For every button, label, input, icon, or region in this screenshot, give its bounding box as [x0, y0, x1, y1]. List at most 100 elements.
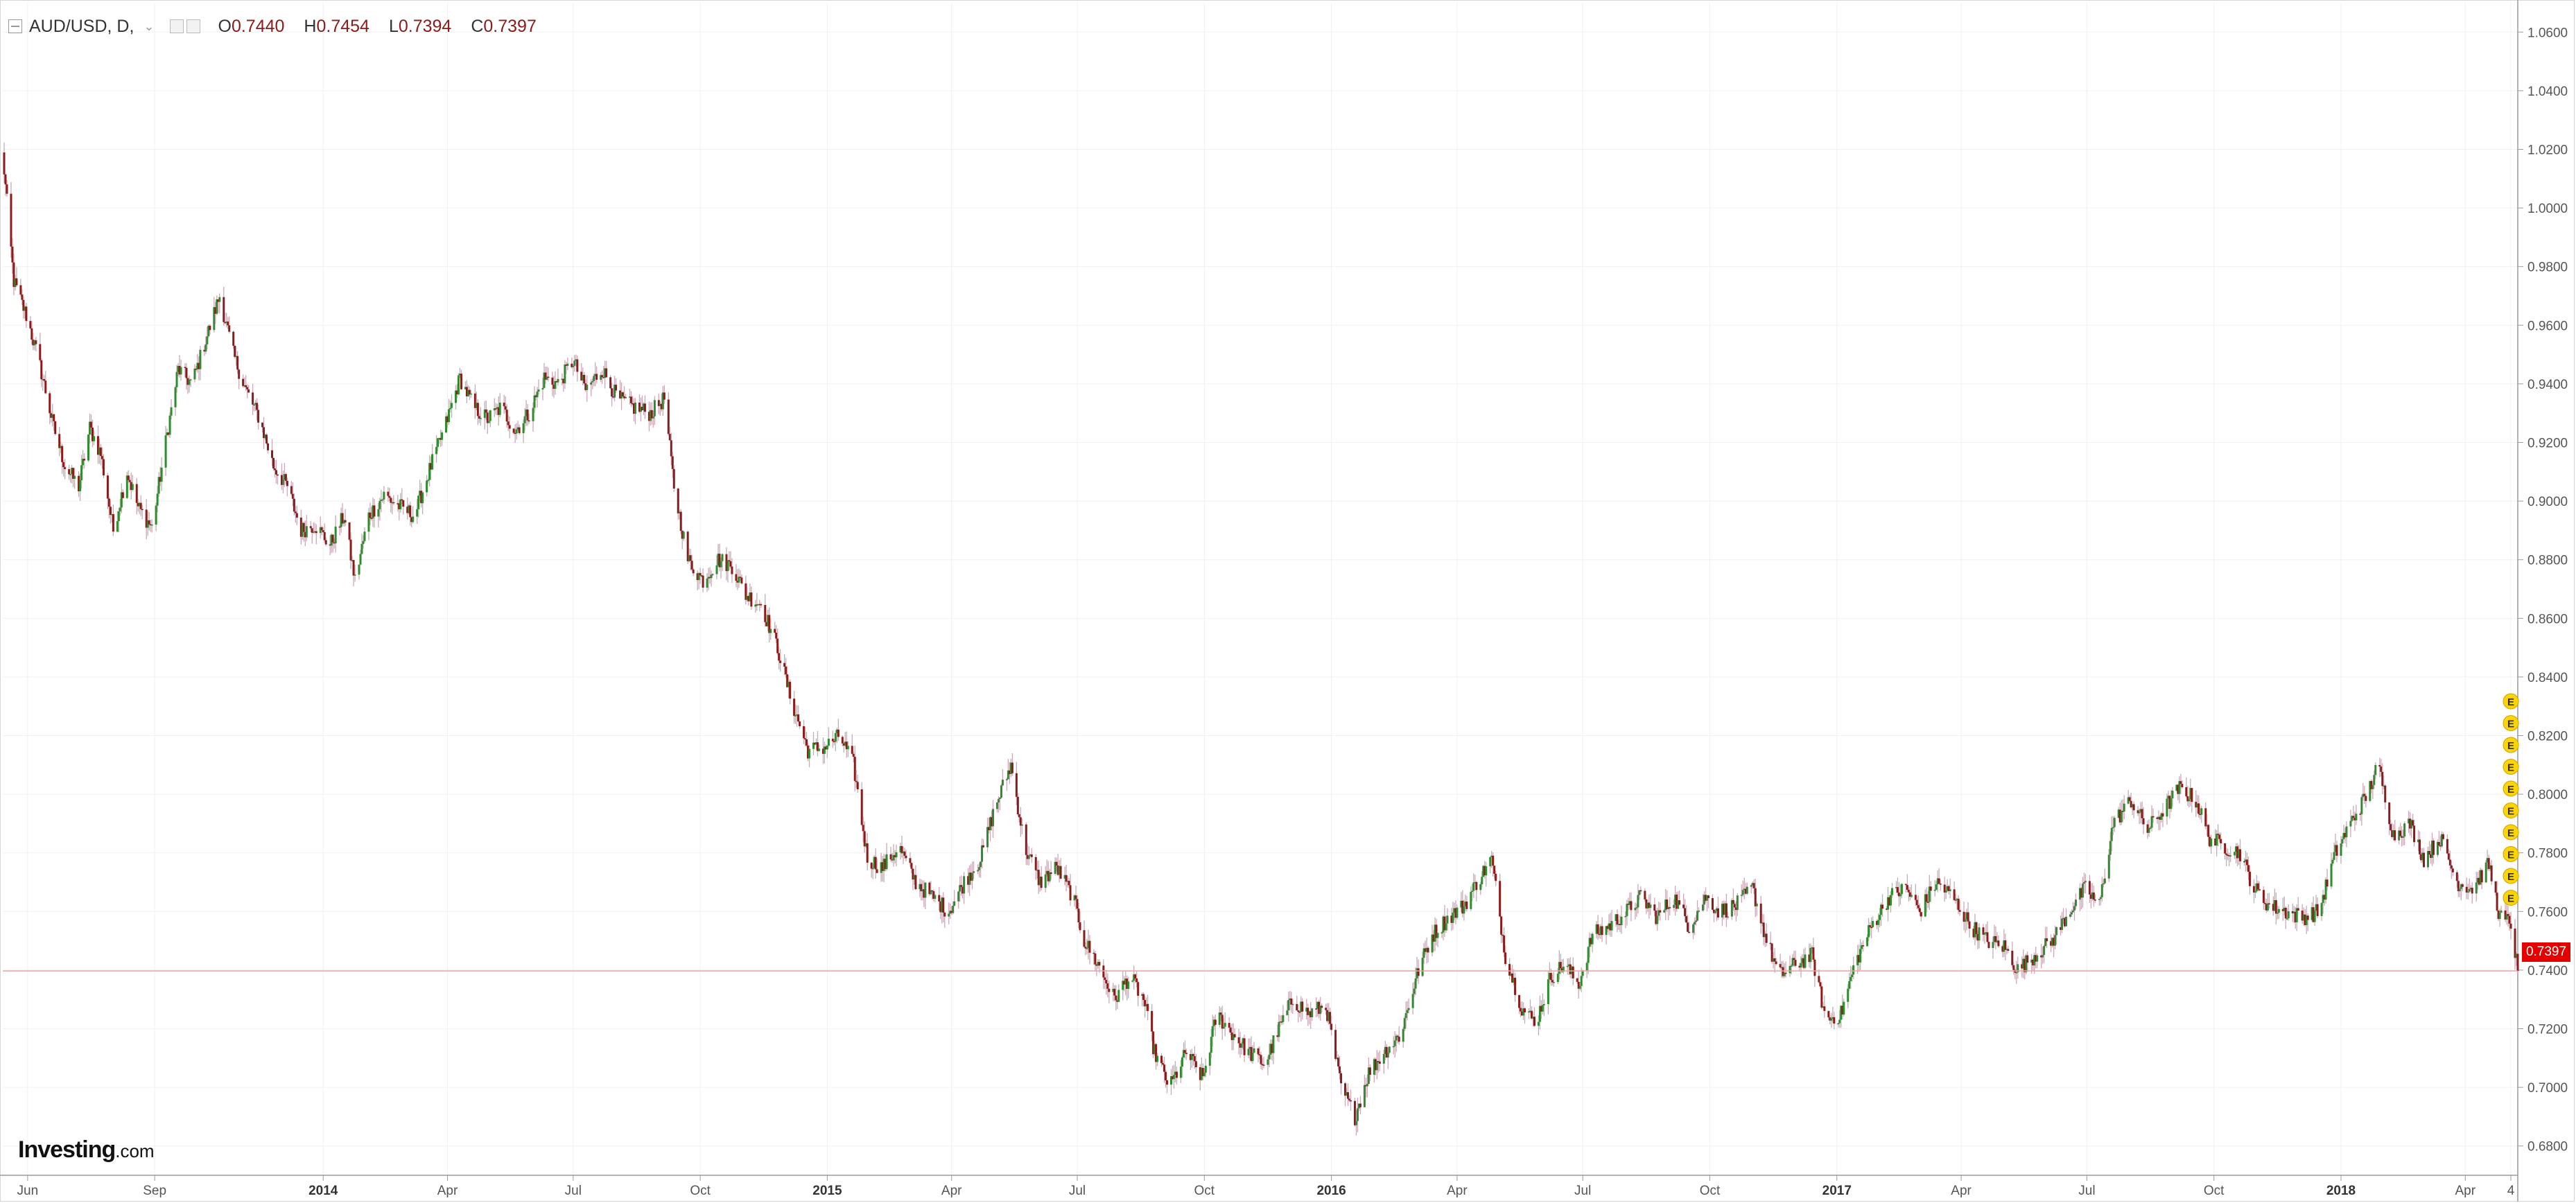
candle-body — [1764, 933, 1766, 938]
candle-body — [2200, 808, 2203, 815]
candle-body — [2046, 938, 2048, 942]
low-value: L0.7394 — [388, 16, 452, 36]
candle-body — [1782, 967, 1784, 976]
candle-body — [2217, 834, 2220, 835]
candle-body — [2274, 899, 2277, 914]
candle-body — [2306, 915, 2309, 920]
candle-body — [2024, 958, 2026, 972]
candle-body — [1946, 886, 1949, 890]
candle-body — [2246, 859, 2249, 866]
candle-body — [2098, 899, 2100, 900]
candle-body — [995, 802, 998, 809]
candle-body — [768, 615, 771, 633]
collapse-legend-icon[interactable] — [8, 19, 22, 33]
candle-body — [83, 459, 86, 461]
settings-icon[interactable] — [169, 19, 184, 33]
candle-body — [1088, 940, 1091, 953]
candle-body — [1837, 1023, 1840, 1025]
candle-body — [1364, 1085, 1367, 1087]
candle-body — [1983, 932, 1986, 935]
candle-body — [185, 367, 188, 378]
candle-body — [1443, 916, 1446, 931]
candle-body — [149, 524, 152, 526]
candle-body — [2486, 858, 2489, 863]
candle-body — [876, 869, 878, 873]
candle-body — [970, 872, 973, 881]
candle-body — [130, 482, 132, 490]
candle-body — [1126, 978, 1129, 989]
candle-body — [1018, 814, 1020, 818]
candle-body — [64, 467, 67, 469]
candle-body — [957, 891, 960, 902]
candle-body — [1424, 948, 1427, 952]
candle-body — [1229, 1027, 1232, 1033]
candle-body — [2099, 897, 2102, 899]
symbol-label[interactable]: AUD/USD, D, — [29, 16, 134, 36]
candle-body — [2344, 832, 2347, 838]
candle-body — [1311, 1008, 1314, 1017]
candle-body — [973, 871, 975, 873]
event-marker-circle — [2503, 715, 2519, 731]
candle-body — [1714, 911, 1716, 913]
candle-body — [1363, 1085, 1366, 1107]
candle-body — [873, 857, 876, 868]
candle-body — [1888, 897, 1890, 906]
candle-body — [1097, 962, 1099, 966]
candle-body — [1655, 911, 1657, 924]
candle-body — [1514, 977, 1517, 995]
candle-body — [177, 366, 180, 372]
candle-body — [1986, 932, 1989, 942]
candle-body — [1638, 890, 1641, 895]
candle-body — [2439, 845, 2442, 847]
candle-body — [2236, 846, 2239, 859]
candle-body — [605, 368, 608, 378]
candle-body — [2489, 865, 2491, 870]
candle-body — [2069, 914, 2071, 917]
candle-body — [2478, 877, 2480, 885]
candle-body — [1257, 1048, 1260, 1055]
candle-body — [2419, 839, 2421, 854]
chevron-down-icon[interactable]: ⌄ — [143, 19, 155, 33]
x-axis[interactable]: Jun Sep 2014 Apr Jul Oct 2015 Apr Jul Oct 2016 Apr J… — [0, 1175, 2518, 1198]
y-axis[interactable]: 0.6800 0.7000 0.7200 0.7400 0.7600 0.7800 0.80… — [2517, 0, 2568, 1202]
candle-body — [1876, 920, 1879, 925]
candle-body — [305, 526, 308, 538]
candle-body — [1240, 1044, 1243, 1048]
candle-body — [1993, 936, 1996, 942]
candle-body — [1678, 900, 1681, 905]
candle-body — [2484, 862, 2487, 883]
hide-icon[interactable] — [186, 19, 200, 33]
candle-body — [812, 742, 815, 749]
candle-body — [1649, 904, 1652, 908]
candle-body — [145, 509, 148, 528]
candle-body — [653, 400, 656, 416]
candle-body — [2514, 929, 2516, 958]
candle-body — [1464, 901, 1467, 906]
candle-body — [804, 738, 807, 739]
candle-body — [833, 741, 835, 743]
candle-body — [1450, 915, 1453, 923]
candle-body — [720, 561, 722, 568]
candle-body — [430, 463, 433, 470]
candle-body — [1798, 965, 1801, 968]
candle-body — [247, 389, 250, 393]
candle-body — [1406, 1010, 1409, 1013]
candle-body — [938, 895, 941, 902]
candle-body — [738, 577, 740, 583]
candle-body — [1135, 978, 1138, 983]
candle-body — [2228, 855, 2231, 857]
candle-body — [43, 379, 46, 381]
candle-body — [1549, 973, 1552, 981]
candle-body — [1696, 911, 1699, 921]
investing-logo[interactable]: Investing.com — [18, 1136, 155, 1163]
candle-body — [692, 569, 695, 574]
candle-body — [1518, 994, 1521, 1008]
candle-body — [2036, 955, 2039, 962]
candle-body — [2132, 804, 2135, 811]
candle-body — [663, 392, 665, 400]
candle-body — [1743, 888, 1746, 890]
candle-body — [1646, 902, 1649, 908]
candle-body — [1780, 967, 1783, 969]
